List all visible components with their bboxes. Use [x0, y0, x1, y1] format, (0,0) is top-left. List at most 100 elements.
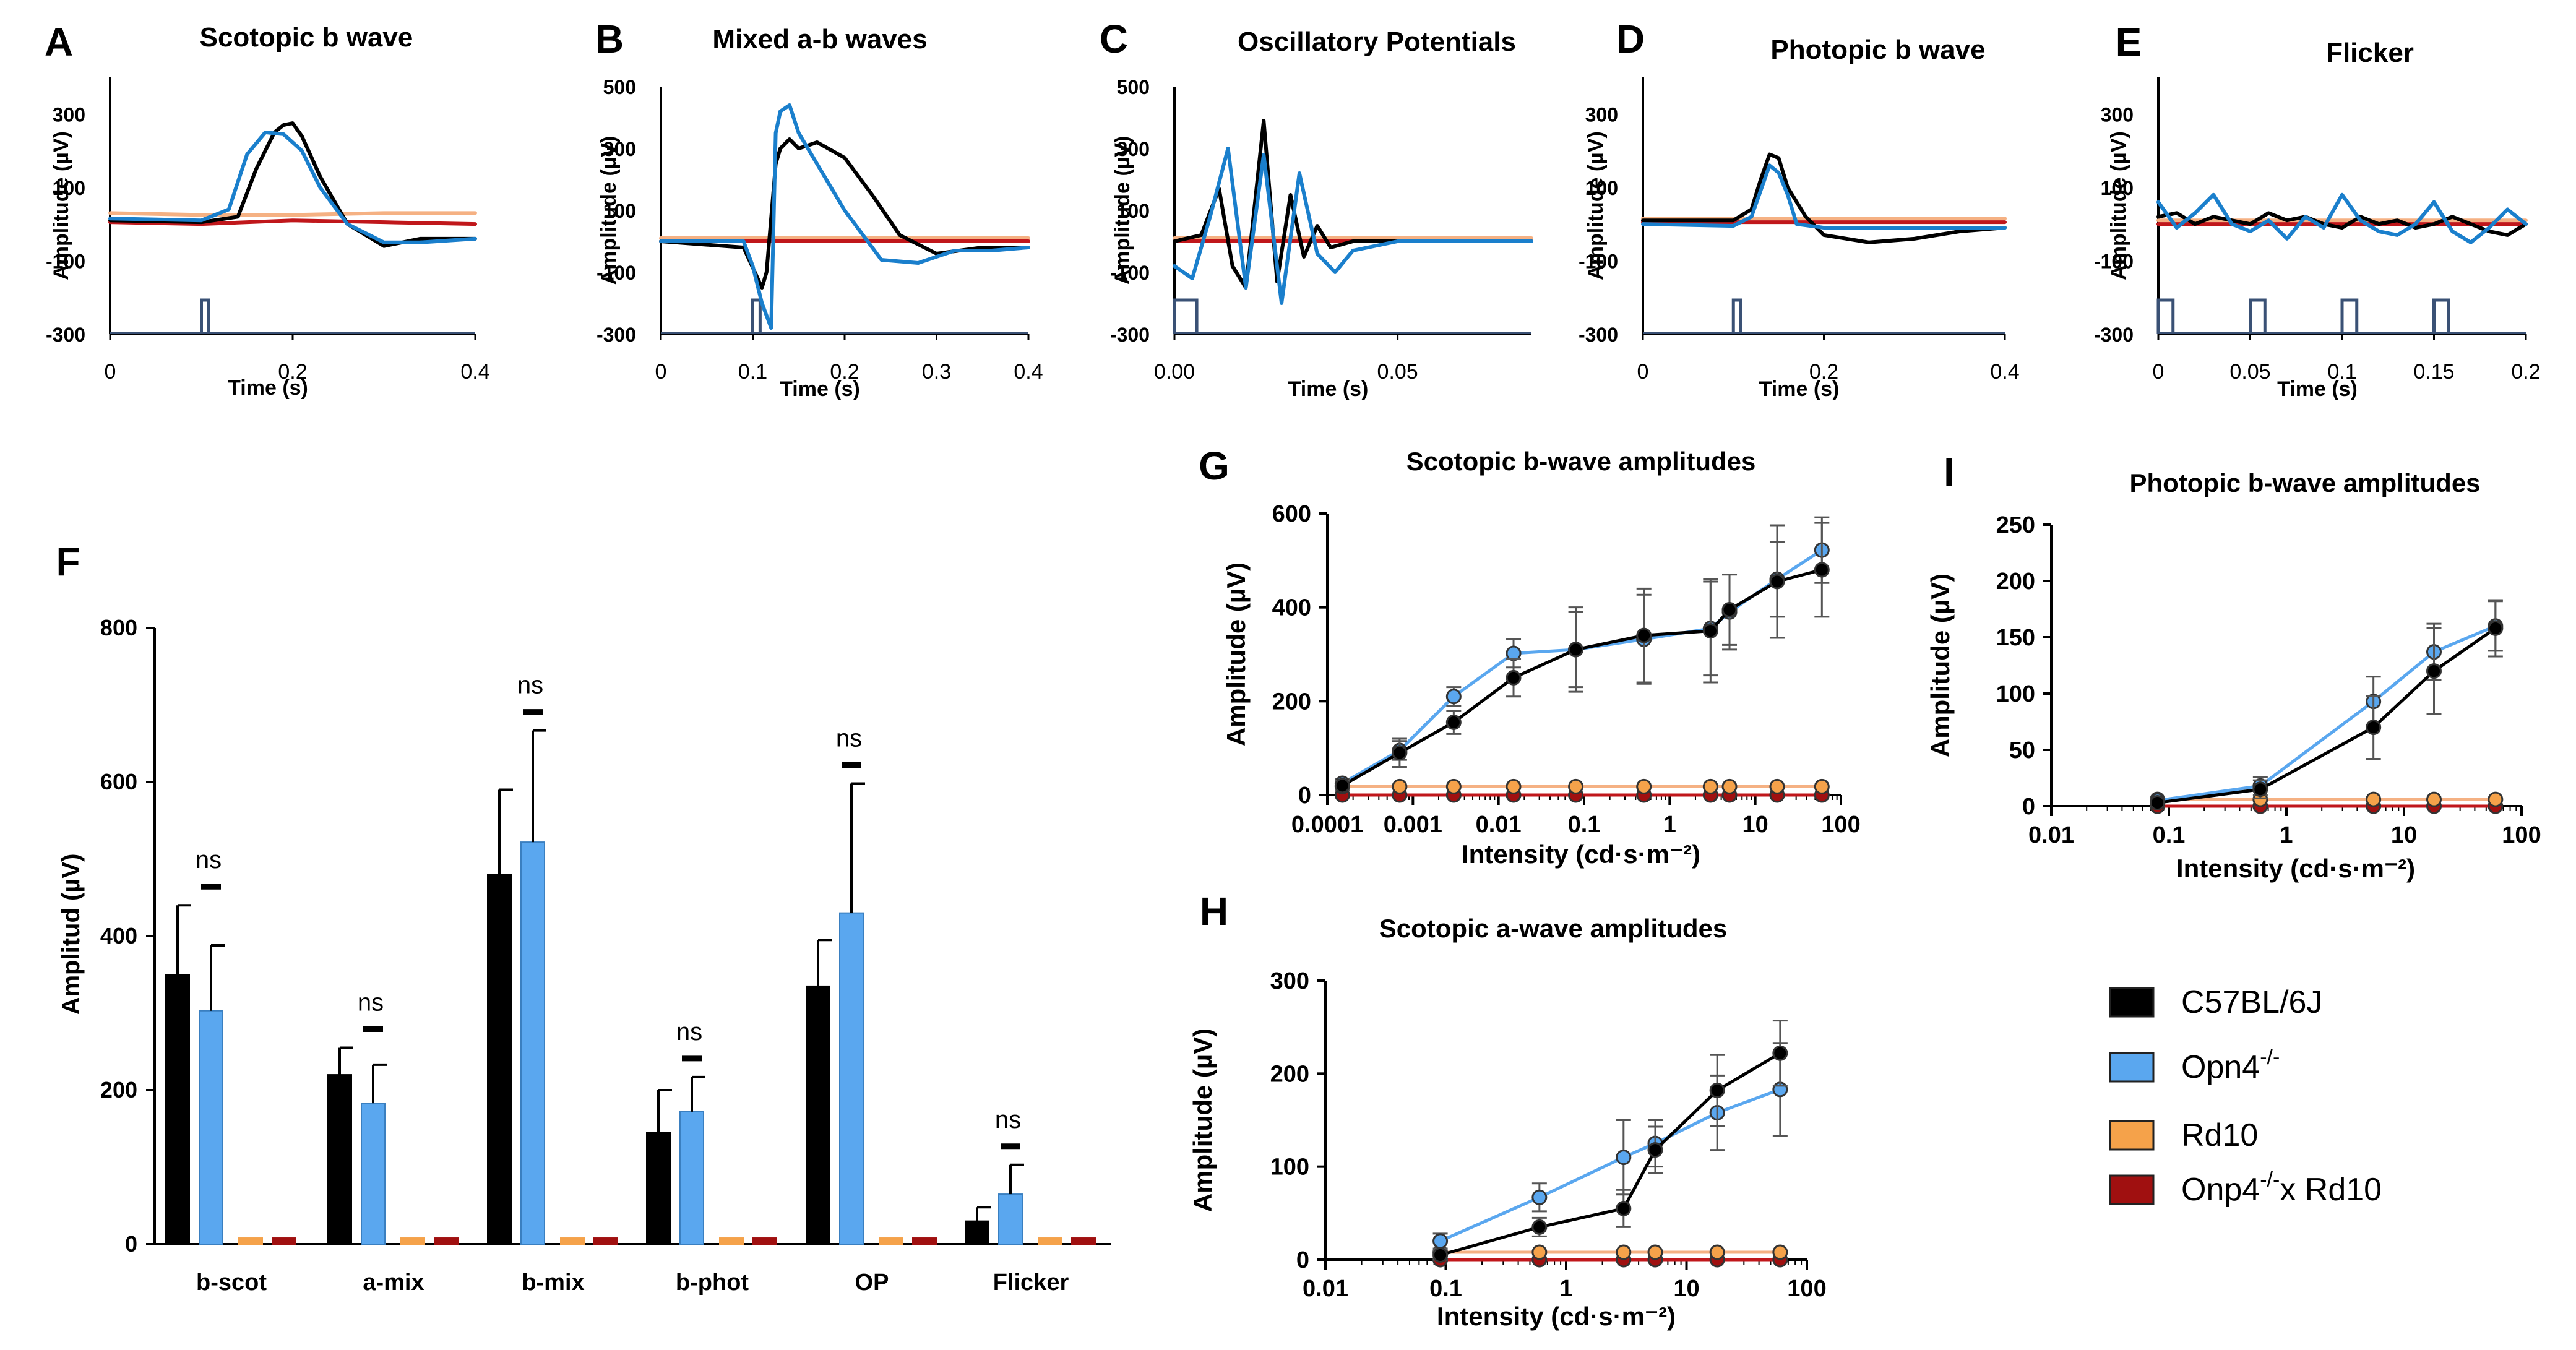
x-tick-label: 0.2 — [830, 360, 859, 384]
y-tick-label: -300 — [2094, 324, 2134, 346]
trace-panel-A: A Scotopic b wave 300 100 -100 -300 0 0.2 0.4 Tim… — [45, 20, 490, 400]
y-tick-label: 250 — [1996, 512, 2035, 538]
legend-label: C57BL/6J — [2181, 984, 2322, 1020]
trace-opn4- — [108, 130, 477, 244]
bar — [199, 1010, 223, 1245]
y-tick-label: 100 — [1996, 681, 2035, 707]
series-line — [1342, 568, 1822, 788]
data-point — [1709, 1244, 1725, 1260]
y-axis-label: Amplitude (µV) — [1926, 574, 1955, 757]
trace-c57bl-6j — [2156, 211, 2528, 237]
data-point — [1445, 778, 1462, 794]
x-tick-label: 0.01 — [2028, 822, 2074, 848]
legend-label-sup: -/- — [2260, 1046, 2280, 1069]
legend-label-main: Opn4 — [2181, 1049, 2260, 1085]
data-point — [2426, 791, 2442, 807]
x-tick-label: 0 — [105, 360, 116, 384]
trace-rd10 — [108, 211, 477, 217]
data-point — [1506, 778, 1522, 794]
x-axis-label: Time (s) — [1759, 377, 1840, 401]
y-tick-label: 800 — [100, 615, 137, 640]
data-point — [1445, 714, 1462, 730]
legend-label: Opn4-/- — [2181, 1046, 2280, 1085]
x-tick-label: 0 — [2153, 360, 2165, 384]
x-tick-label: 0 — [655, 360, 667, 384]
significance-label: ns — [517, 672, 543, 699]
stimulus-marker — [2156, 298, 2175, 334]
y-tick-label: 400 — [1272, 595, 1311, 621]
bar — [327, 1074, 352, 1245]
y-axis-label: Amplitude (µV) — [597, 136, 621, 285]
x-tick-label: 0.001 — [1384, 812, 1442, 838]
bar — [679, 1111, 704, 1245]
trace-panel-B: B Mixed a-b waves 500 300 100 -100 -300 0 0.1 0.2… — [595, 17, 1043, 401]
y-axis-label: Amplitude (µV) — [2107, 131, 2130, 280]
y-tick-label: 50 — [2009, 737, 2035, 763]
panel-title: Mixed a-b waves — [712, 24, 927, 54]
panel-letter: A — [45, 20, 73, 64]
trace-opn4- — [2156, 192, 2528, 244]
data-point — [1702, 623, 1718, 639]
x-tick-label: 0.2 — [1809, 360, 1838, 384]
panel-letter: D — [1616, 17, 1645, 61]
bar — [272, 1237, 296, 1245]
data-point — [1721, 601, 1738, 617]
data-point — [1616, 1150, 1632, 1166]
intensity-panel-G: G Scotopic b-wave amplitudes 600 400 200 0 0.0… — [1199, 444, 1861, 869]
stimulus-marker — [1173, 298, 1199, 334]
significance-label: ns — [196, 846, 222, 874]
x-tick-label: 0.1 — [2327, 360, 2356, 384]
y-axis-label: Amplitude (µV) — [1111, 136, 1134, 285]
y-tick-label: -100 — [1110, 262, 1150, 284]
legend-swatch — [2109, 1120, 2155, 1151]
x-category-label: Flicker — [993, 1270, 1069, 1296]
data-point — [1772, 1045, 1788, 1061]
panel-title: Scotopic a-wave amplitudes — [1379, 914, 1728, 943]
x-axis-label: Time (s) — [1288, 377, 1369, 401]
trace-opn4- — [1173, 147, 1533, 305]
panel-letter: I — [1944, 450, 1955, 494]
bar — [520, 841, 545, 1245]
y-tick-label: -100 — [1579, 250, 1618, 272]
panel-title: Oscillatory Potentials — [1238, 27, 1516, 57]
x-axis-label: Time (s) — [228, 376, 308, 400]
bar-panel-F: F 800 600 400 200 0 Amplitud (µV) ns b-scot ns a-m… — [56, 540, 1111, 1296]
y-tick-label: -100 — [597, 262, 636, 284]
series-line — [1439, 1052, 1781, 1257]
x-tick-label: 1 — [2280, 822, 2293, 848]
data-point — [2488, 791, 2504, 807]
y-tick-label: 150 — [1996, 625, 2035, 651]
x-tick-label: 0.4 — [1990, 360, 2019, 384]
bar — [487, 874, 512, 1245]
y-tick-label: 100 — [1585, 177, 1618, 199]
data-point — [1769, 778, 1785, 794]
x-tick-label: 0.3 — [922, 360, 951, 384]
data-point — [1334, 778, 1350, 794]
y-tick-label: 300 — [603, 138, 636, 160]
legend-label-sup: -/- — [2260, 1168, 2280, 1192]
y-tick-label: 100 — [603, 200, 636, 222]
trace-opn4- — [659, 103, 1030, 330]
stimulus-marker — [2340, 298, 2359, 334]
x-tick-label: 0.05 — [1377, 360, 1418, 384]
x-category-label: b-phot — [676, 1270, 749, 1296]
y-tick-label: 500 — [603, 76, 636, 98]
bar — [806, 985, 830, 1245]
y-tick-label: 100 — [53, 177, 85, 199]
panel-letter: B — [595, 17, 624, 61]
x-category-label: OP — [855, 1270, 889, 1296]
x-axis-label: Time (s) — [780, 377, 860, 401]
legend-swatch — [2109, 1174, 2155, 1205]
bar — [998, 1193, 1023, 1245]
y-tick-label: 200 — [1270, 1061, 1309, 1087]
bar — [839, 912, 864, 1245]
y-tick-label: 100 — [2101, 177, 2134, 199]
data-point — [1568, 642, 1584, 658]
x-category-label: b-mix — [522, 1270, 584, 1296]
y-tick-label: 100 — [1117, 200, 1150, 222]
data-point — [1568, 778, 1584, 794]
stimulus-marker — [2432, 298, 2450, 334]
legend-swatch — [2109, 1052, 2155, 1083]
panel-title: Photopic b-wave amplitudes — [2129, 468, 2480, 497]
